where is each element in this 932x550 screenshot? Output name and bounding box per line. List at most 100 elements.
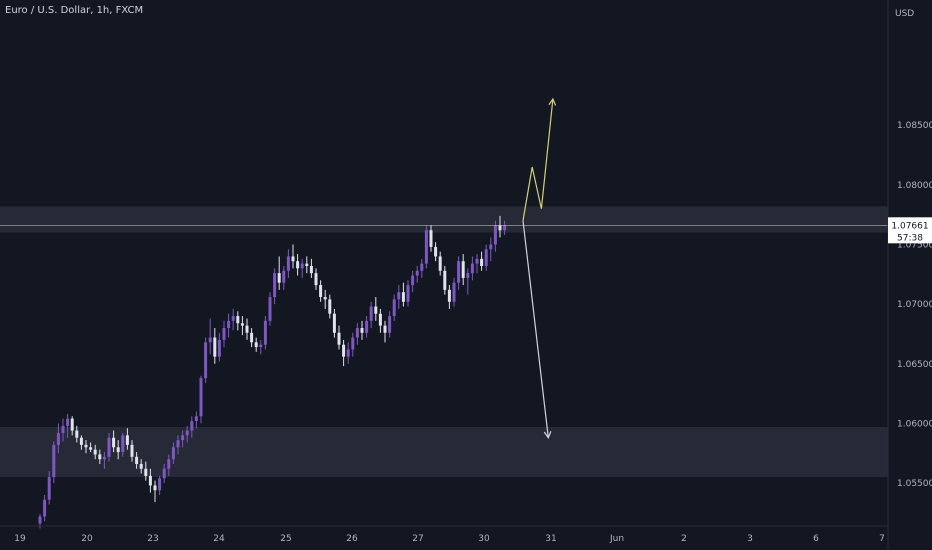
time-axis[interactable]: 19 20 23 24 25 26 27 30 31 Jun 2 3 6 7 <box>14 534 885 544</box>
candle-body <box>346 349 350 357</box>
candles-layer <box>0 215 888 529</box>
candle-body <box>365 320 369 333</box>
y-tick-label: 1.05500 <box>897 479 932 489</box>
candle-body <box>457 261 461 283</box>
candle-body <box>484 249 488 266</box>
y-tick-label: 1.08000 <box>897 181 932 191</box>
candle-body <box>254 342 258 348</box>
candle-body <box>125 435 129 445</box>
candle-body <box>342 344 346 357</box>
candle-body <box>52 444 56 478</box>
candle-body <box>360 328 364 333</box>
candle-body <box>130 444 134 457</box>
candle-body <box>199 378 203 417</box>
candle-body <box>190 421 194 431</box>
bearish-path <box>522 220 549 438</box>
candle-body <box>222 328 226 340</box>
candle-body <box>167 459 171 469</box>
x-tick-label: 25 <box>280 534 291 544</box>
candle-body <box>470 263 474 274</box>
candle-body <box>273 273 277 297</box>
candle-body <box>305 263 309 266</box>
candle-body <box>452 282 456 302</box>
y-tick-label: 1.06500 <box>897 360 932 370</box>
candle-body <box>480 258 484 266</box>
candle-body <box>388 316 392 333</box>
candle-body <box>144 468 148 476</box>
candle-body <box>204 342 208 379</box>
candle-body <box>231 316 235 321</box>
candle-body <box>56 432 60 445</box>
candle-body <box>217 339 221 357</box>
y-tick-label: 1.06000 <box>897 419 932 429</box>
candle-body <box>259 344 263 348</box>
candle-body <box>401 292 405 302</box>
candle-body <box>171 447 175 460</box>
candle-body <box>374 306 378 314</box>
x-tick-label: 24 <box>213 534 225 544</box>
symbol-title: Euro / U.S. Dollar, 1h, FXCM <box>5 5 144 16</box>
candle-body <box>296 261 300 269</box>
y-tick-label: 1.07500 <box>897 241 932 251</box>
candle-body <box>84 444 88 448</box>
x-tick-label: 7 <box>879 534 885 544</box>
candle-body <box>369 306 373 321</box>
candle-body <box>93 449 97 455</box>
x-tick-label: 19 <box>14 534 26 544</box>
candle-body <box>424 230 428 264</box>
candle-body <box>268 296 272 321</box>
candle-body <box>107 437 111 457</box>
candle-body <box>112 437 116 448</box>
candle-body <box>194 416 198 422</box>
candle-body <box>89 447 93 450</box>
candle-body <box>429 230 433 247</box>
candle-body <box>309 265 313 274</box>
candle-body <box>397 292 401 300</box>
candle-body <box>355 328 359 338</box>
candle-body <box>79 437 83 445</box>
candle-body <box>411 275 415 286</box>
candle-body <box>121 435 125 453</box>
bullish-path-head <box>548 97 557 106</box>
candle-body <box>240 323 244 326</box>
candle-body <box>378 313 382 326</box>
candle-body <box>227 320 231 329</box>
bullish-path <box>522 98 554 221</box>
candle-body <box>300 263 304 269</box>
candle-body <box>176 440 180 448</box>
candle-body <box>208 337 212 343</box>
y-tick-label: 1.08500 <box>897 121 932 131</box>
candle-body <box>250 332 254 343</box>
candle-countdown: 57:38 <box>897 233 923 243</box>
candle-body <box>162 468 166 479</box>
price-axis[interactable]: 1.05500 1.06000 1.06500 1.07000 1.07500 1.080… <box>897 121 932 489</box>
candle-body <box>392 299 396 317</box>
candle-body <box>415 270 419 276</box>
x-tick-label: 3 <box>747 534 753 544</box>
candle-body <box>116 447 120 453</box>
last-price-label: 1.07661 57:38 <box>888 217 932 244</box>
candle-body <box>236 316 240 324</box>
candle-body <box>434 246 438 257</box>
candle-body <box>181 435 185 441</box>
candle-body <box>489 244 493 250</box>
candle-body <box>38 516 42 524</box>
y-tick-label: 1.07000 <box>897 300 932 310</box>
candle-body <box>135 456 139 464</box>
candle-body <box>406 285 410 302</box>
candle-body <box>493 225 497 245</box>
candle-body <box>286 256 290 271</box>
candle-body <box>314 273 318 286</box>
candle-body <box>277 273 281 283</box>
candle-body <box>332 313 336 333</box>
candle-body <box>98 454 102 460</box>
x-tick-label: 23 <box>147 534 158 544</box>
projection-arrows[interactable] <box>522 97 557 439</box>
candle-body <box>447 289 451 302</box>
candle-body <box>153 485 157 491</box>
last-price-value: 1.07661 <box>891 221 928 231</box>
x-tick-label: 20 <box>81 534 93 544</box>
candle-body <box>139 463 143 469</box>
